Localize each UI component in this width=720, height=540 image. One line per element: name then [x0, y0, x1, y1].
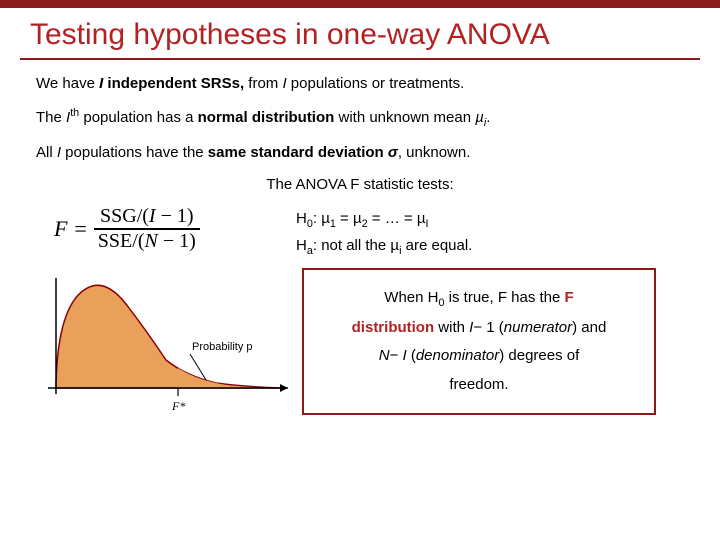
paragraph-sd: All I populations have the same standard…	[36, 143, 684, 163]
formula-fraction: SSG/(I − 1) SSE/(N − 1)	[94, 205, 200, 253]
stat-tests-label: The ANOVA F statistic tests:	[36, 175, 684, 195]
probability-label: Probability p	[192, 341, 253, 353]
hypotheses: H0: µ1 = µ2 = … = µI Ha: not all the µi …	[256, 199, 684, 262]
f-formula: F = SSG/(I − 1) SSE/(N − 1)	[36, 199, 256, 253]
x-axis-arrow	[280, 384, 288, 392]
f-distribution-plot: Probability p F*	[36, 268, 296, 423]
formula-lhs: F =	[54, 214, 88, 244]
null-hypothesis: H0: µ1 = µ2 = … = µI	[296, 209, 684, 232]
page-title: Testing hypotheses in one-way ANOVA	[0, 8, 720, 58]
fstar-label: F*	[171, 399, 185, 413]
header-accent-bar	[0, 0, 720, 8]
paragraph-normal: The Ith population has a normal distribu…	[36, 106, 684, 131]
paragraph-srs: We have I independent SRSs, from I popul…	[36, 74, 684, 94]
title-underline	[20, 58, 700, 60]
f-distribution-box: When H0 is true, F has the F distributio…	[302, 268, 656, 415]
alt-hypothesis: Ha: not all the µi are equal.	[296, 236, 684, 259]
f-distribution-svg: Probability p F*	[36, 268, 296, 423]
formula-hypotheses-row: F = SSG/(I − 1) SSE/(N − 1) H0: µ1 = µ2 …	[36, 199, 684, 262]
content-area: We have I independent SRSs, from I popul…	[0, 74, 720, 423]
f-curve	[56, 286, 281, 389]
bottom-row: Probability p F* When H0 is true, F has …	[36, 268, 684, 423]
